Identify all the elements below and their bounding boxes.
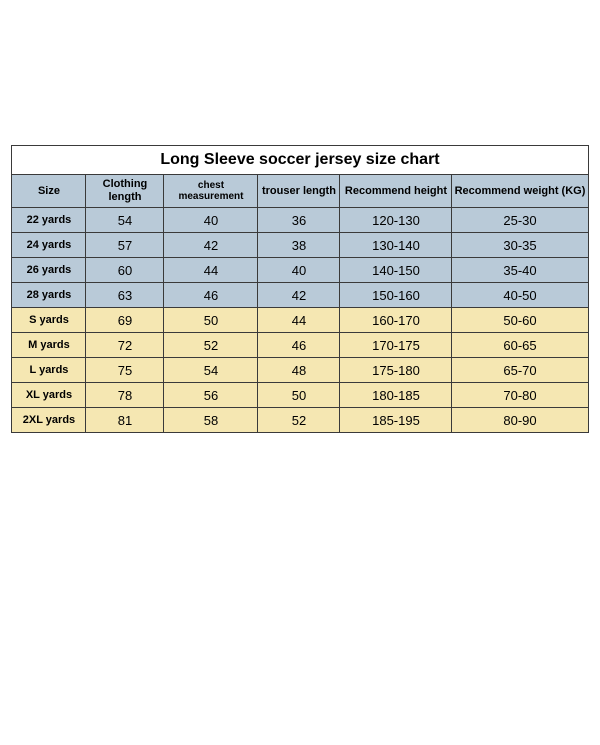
cell: 28 yards: [12, 283, 86, 308]
table-row: XL yards785650180-18570-80: [12, 383, 588, 408]
cell: 46: [164, 283, 258, 308]
cell: 150-160: [340, 283, 452, 308]
cell: 38: [258, 233, 340, 258]
cell: 50: [258, 383, 340, 408]
col-clothing-length: Clothing length: [86, 175, 164, 208]
cell: 120-130: [340, 208, 452, 233]
cell: 54: [164, 358, 258, 383]
cell: 70-80: [452, 383, 588, 408]
cell: 160-170: [340, 308, 452, 333]
cell: 42: [164, 233, 258, 258]
cell: 25-30: [452, 208, 588, 233]
col-size: Size: [12, 175, 86, 208]
cell: 69: [86, 308, 164, 333]
cell: 175-180: [340, 358, 452, 383]
table-row: S yards695044160-17050-60: [12, 308, 588, 333]
cell: 50-60: [452, 308, 588, 333]
title-row: Long Sleeve soccer jersey size chart: [12, 146, 588, 175]
cell: 80-90: [452, 408, 588, 433]
cell: 81: [86, 408, 164, 433]
cell: 58: [164, 408, 258, 433]
col-trouser-length: trouser length: [258, 175, 340, 208]
col-recommend-height: Recommend height: [340, 175, 452, 208]
cell: 26 yards: [12, 258, 86, 283]
cell: S yards: [12, 308, 86, 333]
cell: XL yards: [12, 383, 86, 408]
table-row: 24 yards574238130-14030-35: [12, 233, 588, 258]
table-row: 22 yards544036120-13025-30: [12, 208, 588, 233]
cell: 40: [258, 258, 340, 283]
cell: 60-65: [452, 333, 588, 358]
cell: 50: [164, 308, 258, 333]
cell: 40: [164, 208, 258, 233]
cell: 140-150: [340, 258, 452, 283]
cell: 22 yards: [12, 208, 86, 233]
cell: 78: [86, 383, 164, 408]
table-row: 2XL yards815852185-19580-90: [12, 408, 588, 433]
cell: 185-195: [340, 408, 452, 433]
cell: 72: [86, 333, 164, 358]
cell: 44: [258, 308, 340, 333]
header-row: Size Clothing length chest measurement t…: [12, 175, 588, 208]
cell: 56: [164, 383, 258, 408]
cell: 35-40: [452, 258, 588, 283]
cell: L yards: [12, 358, 86, 383]
cell: 170-175: [340, 333, 452, 358]
col-chest-measurement: chest measurement: [164, 175, 258, 208]
cell: 46: [258, 333, 340, 358]
cell: 24 yards: [12, 233, 86, 258]
col-recommend-weight: Recommend weight (KG): [452, 175, 588, 208]
cell: 75: [86, 358, 164, 383]
cell: 42: [258, 283, 340, 308]
cell: 65-70: [452, 358, 588, 383]
cell: 30-35: [452, 233, 588, 258]
size-chart-table: Long Sleeve soccer jersey size chart Siz…: [11, 145, 588, 433]
cell: 130-140: [340, 233, 452, 258]
cell: 54: [86, 208, 164, 233]
cell: 52: [164, 333, 258, 358]
cell: 180-185: [340, 383, 452, 408]
table-row: L yards755448175-18065-70: [12, 358, 588, 383]
cell: 2XL yards: [12, 408, 86, 433]
table-row: 28 yards634642150-16040-50: [12, 283, 588, 308]
cell: 44: [164, 258, 258, 283]
cell: 57: [86, 233, 164, 258]
cell: 48: [258, 358, 340, 383]
table-title: Long Sleeve soccer jersey size chart: [12, 146, 588, 175]
cell: 40-50: [452, 283, 588, 308]
cell: M yards: [12, 333, 86, 358]
cell: 63: [86, 283, 164, 308]
table-body: 22 yards544036120-13025-3024 yards574238…: [12, 208, 588, 433]
cell: 60: [86, 258, 164, 283]
table-row: 26 yards604440140-15035-40: [12, 258, 588, 283]
cell: 36: [258, 208, 340, 233]
table-row: M yards725246170-17560-65: [12, 333, 588, 358]
cell: 52: [258, 408, 340, 433]
